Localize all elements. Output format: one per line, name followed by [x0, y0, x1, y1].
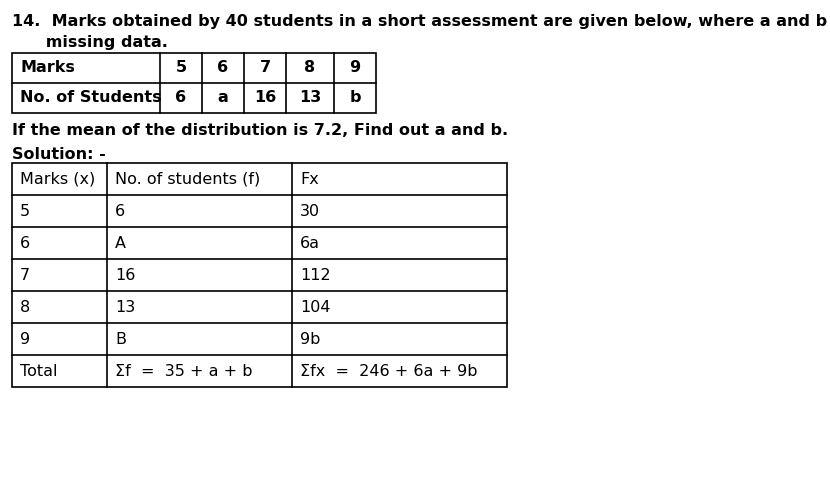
Text: 16: 16	[115, 268, 135, 283]
Text: 30: 30	[300, 203, 320, 219]
Text: No. of Students: No. of Students	[20, 91, 162, 105]
Text: missing data.: missing data.	[12, 35, 168, 50]
Text: Marks (x): Marks (x)	[20, 172, 95, 187]
Text: b: b	[349, 91, 361, 105]
Text: B: B	[115, 332, 126, 346]
Text: 6a: 6a	[300, 236, 320, 250]
Text: 14.  Marks obtained by 40 students in a short assessment are given below, where : 14. Marks obtained by 40 students in a s…	[12, 14, 830, 29]
Text: 13: 13	[115, 299, 135, 315]
Text: 6: 6	[115, 203, 125, 219]
Text: Fx: Fx	[300, 172, 319, 187]
Text: If the mean of the distribution is 7.2, Find out a and b.: If the mean of the distribution is 7.2, …	[12, 123, 508, 138]
Text: 7: 7	[260, 60, 271, 75]
Text: 6: 6	[175, 91, 187, 105]
Bar	[12, 53, 376, 113]
Text: Marks: Marks	[20, 60, 75, 75]
Text: A: A	[115, 236, 126, 250]
Text: Σf  =  35 + a + b: Σf = 35 + a + b	[115, 364, 252, 378]
Text: 6: 6	[20, 236, 30, 250]
Text: 9: 9	[349, 60, 360, 75]
Text: a: a	[217, 91, 228, 105]
Text: 5: 5	[175, 60, 187, 75]
Text: 13: 13	[299, 91, 321, 105]
Text: 112: 112	[300, 268, 330, 283]
Text: 104: 104	[300, 299, 330, 315]
Text: 16: 16	[254, 91, 276, 105]
Text: 8: 8	[305, 60, 315, 75]
Text: Σfx  =  246 + 6a + 9b: Σfx = 246 + 6a + 9b	[300, 364, 477, 378]
Text: Total: Total	[20, 364, 57, 378]
Text: 9: 9	[20, 332, 30, 346]
Text: Solution: -: Solution: -	[12, 147, 105, 162]
Bar	[12, 163, 507, 387]
Text: 8: 8	[20, 299, 30, 315]
Text: 9b: 9b	[300, 332, 320, 346]
Text: 7: 7	[20, 268, 30, 283]
Text: 6: 6	[217, 60, 228, 75]
Text: 5: 5	[20, 203, 30, 219]
Text: No. of students (f): No. of students (f)	[115, 172, 261, 187]
